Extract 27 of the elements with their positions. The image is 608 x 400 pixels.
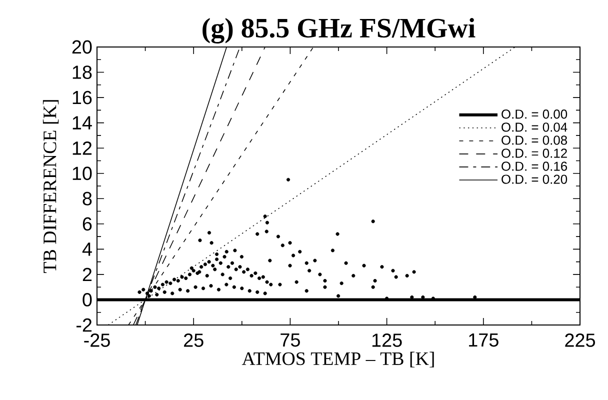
x-tick-label: 225 (565, 334, 595, 347)
y-tick-label: 20 (72, 40, 92, 54)
y-tick-label: 0 (82, 293, 92, 306)
x-tick-label: 75 (280, 334, 300, 347)
x-axis-title: ATMOS TEMP – TB [K] (242, 352, 434, 368)
legend-label: O.D. = 0.00 (502, 110, 568, 119)
y-axis-title: TB DIFFERENCE [K] (42, 100, 59, 273)
legend-label: O.D. = 0.12 (502, 148, 567, 158)
y-tick-label: 4 (82, 242, 92, 256)
y-tick-label: 12 (72, 141, 92, 155)
y-tick-label: 10 (72, 166, 92, 180)
y-tick-label: 18 (72, 66, 92, 79)
y-tick-label: 8 (82, 192, 92, 206)
y-tick-label: -2 (76, 318, 92, 332)
legend-label: O.D. = 0.16 (502, 162, 568, 171)
chart-title: (g) 85.5 GHz FS/MGwi (202, 18, 476, 44)
x-tick-label: 25 (184, 334, 204, 347)
x-tick-label: 125 (372, 334, 402, 347)
y-tick-label: 6 (82, 217, 92, 231)
legend-label: O.D. = 0.04 (502, 122, 568, 132)
y-tick-label: 2 (82, 268, 92, 282)
legend-label: O.D. = 0.20 (502, 174, 568, 184)
x-tick-label: 175 (469, 334, 498, 347)
y-tick-label: 14 (72, 116, 92, 130)
y-tick-label: 16 (72, 90, 92, 104)
legend-label: O.D. = 0.08 (502, 136, 568, 145)
x-tick-label: -25 (84, 334, 110, 347)
